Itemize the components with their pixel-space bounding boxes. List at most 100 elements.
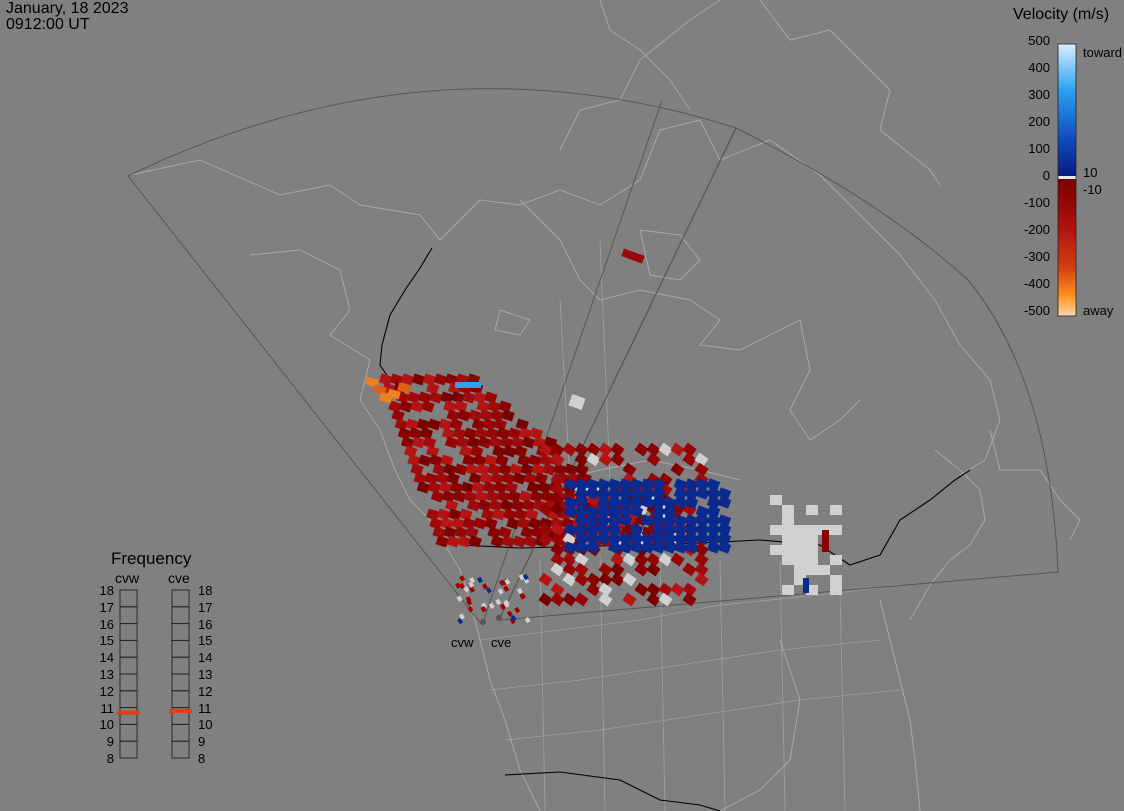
velocity-gate [651,541,666,554]
velocity-gate [515,418,529,431]
velocity-gate [411,436,426,449]
freq-scale-right: 13 [198,667,213,682]
velocity-gate [449,481,463,494]
velocity-gate [429,517,443,530]
coastlines [129,0,1081,811]
velocity-gate [782,585,794,595]
velocity-gate [388,400,402,413]
freq-scale-right: 14 [198,650,213,666]
velocity-gate [542,463,556,476]
velocity-gate [498,400,512,413]
velocity-gate [498,463,512,476]
velocity-gate [682,582,697,597]
velocity-gate [521,436,536,449]
velocity-gate [451,517,465,530]
velocity-gate [485,587,492,594]
velocity-gate [598,452,613,467]
velocity-gate [695,487,710,500]
velocity-gate [717,541,732,554]
velocity-gate [407,454,421,467]
velocity-gate [397,427,412,440]
freq-scale-left: 14 [99,650,114,666]
velocity-gate [694,562,709,577]
velocity-gate [459,575,466,582]
velocity-gate [514,445,528,458]
colorbar-tick: 500 [1028,33,1050,48]
velocity-gate [501,472,515,485]
velocity-gate [822,530,829,552]
velocity-gate [482,583,489,590]
velocity-gate [458,582,465,590]
velocity-gate [517,517,531,530]
velocity-gate [520,526,534,539]
freq-scale-right: 15 [198,633,213,649]
velocity-gate [446,535,460,548]
velocity-gate [477,436,492,449]
velocity-gate [448,508,462,521]
velocity-gate [507,427,522,440]
velocity-gate [466,499,481,512]
velocity-gate [496,427,511,440]
velocity-gate [468,535,482,548]
velocity-gate [496,490,511,503]
velocity-gate [452,490,467,503]
velocity-gate [446,409,460,422]
velocity-gate [391,409,405,422]
velocity-gate [550,542,565,557]
time-label: 0912:00 UT [6,16,90,33]
velocity-gate [806,585,818,595]
velocity-gate [629,541,644,554]
velocity-gate [658,472,673,487]
velocity-gate [568,393,586,411]
velocity-gate [471,418,485,431]
velocity-gate [487,526,501,539]
freq-column-cve-label: cve [168,570,190,586]
velocity-gate [466,436,481,449]
velocity-gate [574,452,589,467]
velocity-gate [477,499,492,512]
velocity-gate [538,592,553,607]
velocity-gate [462,454,476,467]
velocity-gate [462,517,476,530]
velocity-gate [622,592,637,607]
colorbar-title: Velocity (m/s) [1013,6,1110,23]
velocity-gate [418,454,432,467]
velocity-gate [410,463,424,476]
velocity-gate [598,562,613,577]
freq-scale-right: 9 [198,734,206,750]
velocity-gate [673,541,688,554]
velocity-gate [459,445,473,458]
freq-scale-right: 16 [198,616,213,632]
velocity-gate [440,517,454,530]
velocity-gate [400,436,415,449]
velocity-gate [476,463,490,476]
velocity-gate [670,582,685,597]
velocity-gate [506,610,513,617]
velocity-gate [404,445,418,458]
velocity-gate [438,418,452,431]
velocity-gate [550,442,565,457]
colorbar-pos-threshold: 10 [1083,165,1098,180]
velocity-gate [418,391,432,404]
velocity-gate [474,490,489,503]
velocity-gate [463,585,470,593]
velocity-gate [596,532,611,545]
velocity-gate [454,463,468,476]
velocity-gate [509,617,516,625]
velocity-gate [462,391,476,404]
velocity-gate [670,462,685,477]
velocity-gate [432,463,446,476]
velocity-gate [521,499,536,512]
velocity-gate [510,615,517,622]
velocity-gate [598,592,613,607]
velocity-gate [469,577,476,584]
velocity-gate [488,499,503,512]
velocity-gate [473,517,487,530]
velocity-gate [806,505,818,515]
velocity-gate [433,373,448,386]
velocity-gate [429,391,443,404]
velocity-gate [523,535,537,548]
velocity-gate [487,463,501,476]
velocity-gate [473,391,487,404]
velocity-gate [658,592,673,607]
